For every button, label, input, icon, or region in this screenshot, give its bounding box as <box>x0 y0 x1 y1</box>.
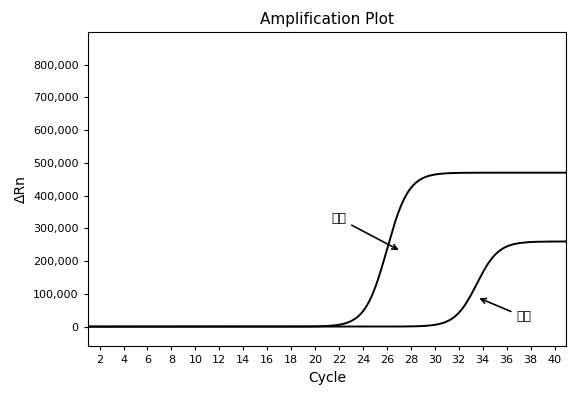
Text: 突变: 突变 <box>481 298 531 323</box>
Y-axis label: ΔRn: ΔRn <box>13 175 27 203</box>
Title: Amplification Plot: Amplification Plot <box>260 12 394 27</box>
Text: 参照: 参照 <box>332 212 397 249</box>
X-axis label: Cycle: Cycle <box>308 371 346 385</box>
